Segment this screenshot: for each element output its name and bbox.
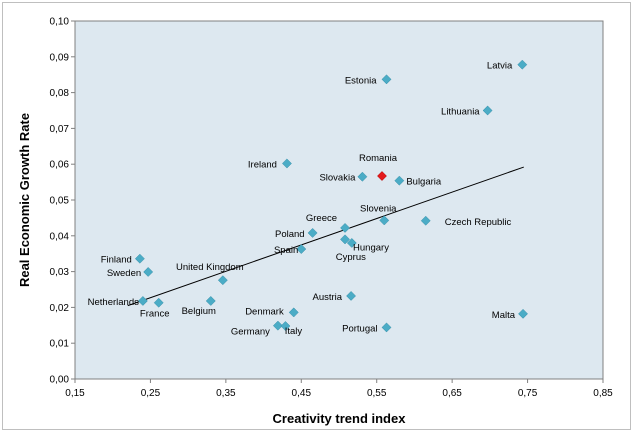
y-axis-ticks: 0,00 0,01 0,02 0,03 0,04 0,05 0,06 0,07 0,08 0,09… [50,17,75,386]
data-point-lithuania [482,105,493,116]
point-label-czech-republic: Czech Republic [445,217,512,228]
point-label-bulgaria: Bulgaria [406,177,442,188]
point-labels-layer: LatviaEstoniaLithuaniaIrelandRomaniaSlov… [88,61,516,338]
y-tick-label: 0,08 [50,88,70,99]
data-point-greece [340,222,350,233]
y-tick-label: 0,10 [50,17,70,28]
point-label-estonia: Estonia [345,75,377,86]
x-tick-label: 0,85 [593,388,613,399]
x-tick-label: 0,15 [65,388,85,399]
data-point-estonia [381,74,392,85]
x-axis-ticks: 0,15 0,25 0,35 0,45 0,55 0,65 0,75 0,85 [65,379,613,399]
x-tick-label: 0,65 [442,388,462,399]
point-label-slovenia: Slovenia [360,203,397,214]
scatter-chart: 0,00 0,01 0,02 0,03 0,04 0,05 0,06 0,07 0,08 0,09… [17,17,613,427]
chart-frame: 0,00 0,01 0,02 0,03 0,04 0,05 0,06 0,07 0,08 0,09… [2,2,631,430]
data-point-hungary [340,234,350,245]
y-tick-label: 0,01 [50,339,70,350]
point-label-netherlands: Netherlands [88,297,139,308]
point-label-romania: Romania [359,153,398,164]
point-label-poland: Poland [275,229,305,240]
points-layer [134,59,528,333]
x-axis-title: Creativity trend index [273,411,407,426]
data-point-cyprus [346,238,357,248]
data-point-germany [272,320,283,331]
data-point-netherlands [137,296,148,306]
point-label-greece: Greece [306,213,337,224]
point-label-slovakia: Slovakia [319,173,356,184]
data-point-ireland [282,158,292,169]
data-point-malta [518,308,528,319]
point-label-latvia: Latvia [487,61,513,72]
point-label-ireland: Ireland [248,159,277,170]
y-tick-label: 0,00 [50,375,70,386]
y-tick-label: 0,02 [50,303,70,314]
x-tick-label: 0,55 [367,388,387,399]
y-tick-label: 0,06 [50,160,70,171]
x-tick-label: 0,45 [292,388,312,399]
point-label-belgium: Belgium [182,306,216,317]
point-label-hungary: Hungary [353,242,389,253]
point-label-germany: Germany [231,327,270,338]
data-point-austria [346,290,357,301]
trendline [127,166,524,307]
data-point-latvia [517,59,528,70]
data-point-italy [280,321,291,331]
data-point-finland [134,253,145,264]
data-point-czech-republic [420,215,431,226]
point-label-lithuania: Lithuania [441,107,480,118]
data-point-bulgaria [394,175,405,186]
point-label-spain: Spain [274,245,298,256]
x-tick-label: 0,25 [141,388,161,399]
point-label-united-kingdom: United Kingdom [176,262,244,273]
data-point-denmark [288,307,299,318]
data-point-slovenia [379,215,390,226]
point-label-portugal: Portugal [342,323,377,334]
y-tick-label: 0,05 [50,196,70,207]
x-tick-label: 0,35 [216,388,236,399]
data-point-sweden [143,267,154,277]
data-point-poland [307,227,318,238]
trendline-layer [127,166,524,307]
point-label-austria: Austria [312,292,342,303]
point-label-sweden: Sweden [107,268,141,279]
point-label-italy: Italy [285,326,303,337]
data-point-portugal [381,322,392,333]
data-point-slovakia [357,171,368,182]
y-tick-label: 0,04 [50,231,70,242]
point-label-cyprus: Cyprus [336,252,366,263]
y-axis-title: Real Economic Growth Rate [17,113,32,287]
data-point-spain [296,244,307,254]
data-point-romania [377,171,387,181]
y-tick-label: 0,07 [50,124,70,135]
point-label-finland: Finland [101,255,132,266]
data-point-belgium [205,296,216,306]
point-label-denmark: Denmark [245,306,284,317]
data-point-france [153,297,164,308]
point-label-france: France [140,309,170,320]
plot-area [74,20,604,380]
point-label-malta: Malta [492,310,516,321]
x-tick-label: 0,75 [518,388,538,399]
y-tick-label: 0,09 [50,52,70,63]
data-point-united-kingdom [217,275,228,286]
y-tick-label: 0,03 [50,267,70,278]
